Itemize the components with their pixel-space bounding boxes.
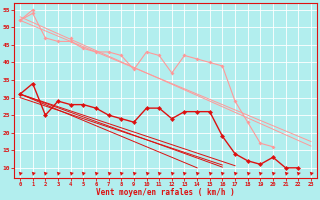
- X-axis label: Vent moyen/en rafales ( km/h ): Vent moyen/en rafales ( km/h ): [96, 188, 235, 197]
